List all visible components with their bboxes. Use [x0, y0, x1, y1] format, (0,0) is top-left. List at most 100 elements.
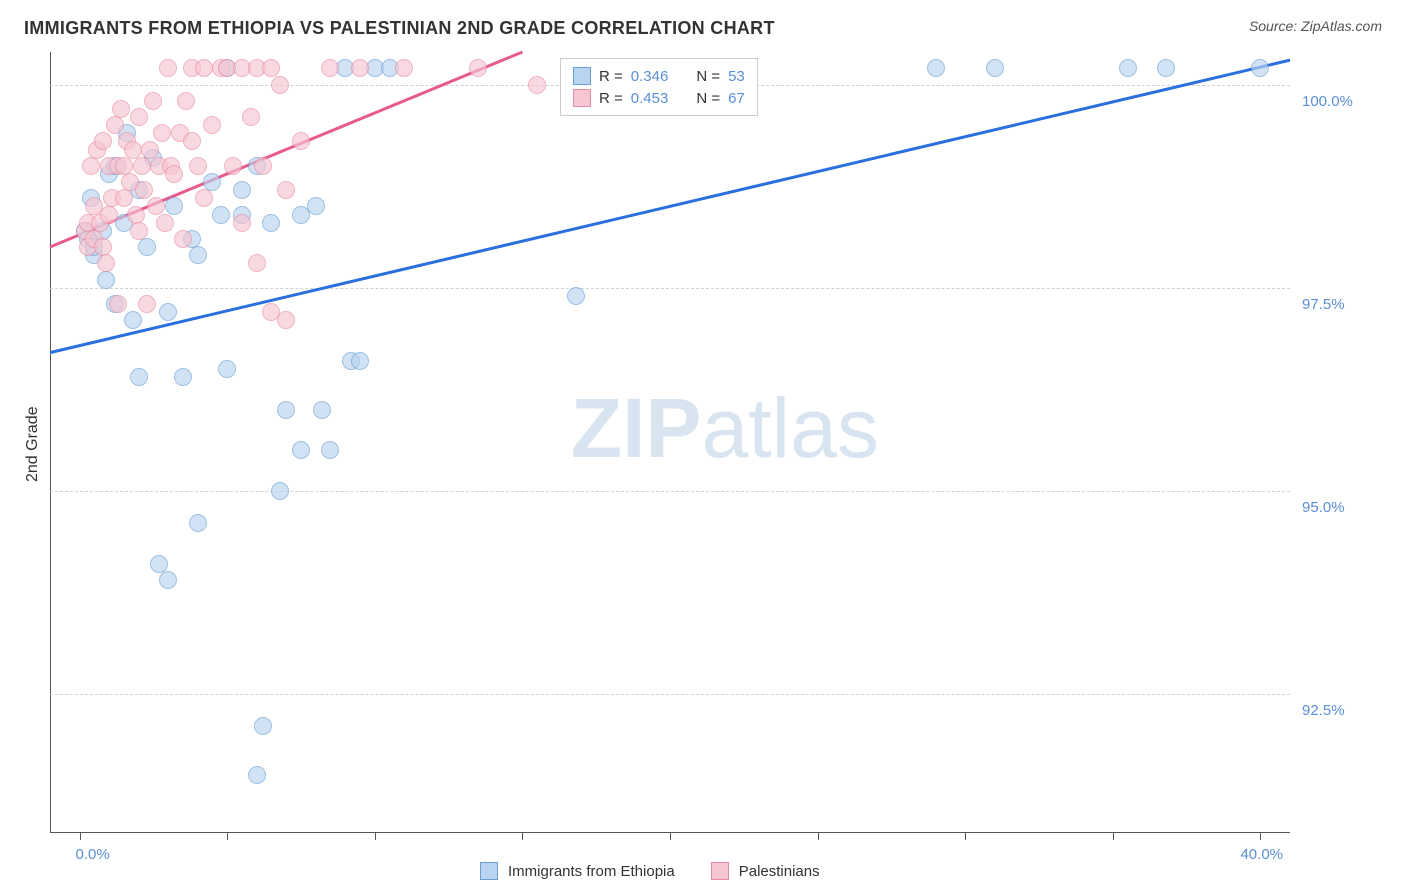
legend-r-value: 0.453	[631, 90, 669, 107]
scatter-point-ethiopia	[292, 441, 310, 459]
legend-n-value: 53	[728, 68, 745, 85]
x-tick	[375, 832, 376, 840]
scatter-point-palestinians	[112, 100, 130, 118]
scatter-point-ethiopia	[233, 181, 251, 199]
scatter-point-ethiopia	[277, 401, 295, 419]
grid-line	[50, 491, 1290, 492]
y-tick-label: 92.5%	[1302, 702, 1345, 719]
y-tick-label: 95.0%	[1302, 499, 1345, 516]
scatter-point-ethiopia	[189, 246, 207, 264]
y-axis-label: 2nd Grade	[24, 406, 42, 482]
scatter-point-ethiopia	[248, 766, 266, 784]
source-prefix: Source:	[1249, 18, 1301, 34]
series-name-ethiopia: Immigrants from Ethiopia	[508, 863, 675, 880]
series-legend: Immigrants from Ethiopia Palestinians	[480, 862, 846, 880]
scatter-point-palestinians	[109, 295, 127, 313]
x-axis-start-label: 0.0%	[76, 846, 110, 863]
scatter-point-ethiopia	[97, 271, 115, 289]
scatter-point-palestinians	[528, 76, 546, 94]
scatter-point-palestinians	[271, 76, 289, 94]
scatter-point-ethiopia	[986, 59, 1004, 77]
scatter-point-palestinians	[141, 141, 159, 159]
scatter-point-ethiopia	[165, 197, 183, 215]
x-tick	[80, 832, 81, 840]
scatter-point-palestinians	[395, 59, 413, 77]
legend-r-value: 0.346	[631, 68, 669, 85]
scatter-point-palestinians	[144, 92, 162, 110]
series-name-palestinians: Palestinians	[739, 863, 820, 880]
scatter-point-palestinians	[94, 132, 112, 150]
scatter-point-palestinians	[242, 108, 260, 126]
legend-r-label: R =	[599, 68, 623, 85]
scatter-point-palestinians	[133, 157, 151, 175]
watermark: ZIPatlas	[571, 380, 879, 477]
scatter-point-ethiopia	[254, 717, 272, 735]
scatter-point-ethiopia	[174, 368, 192, 386]
chart-title: IMMIGRANTS FROM ETHIOPIA VS PALESTINIAN …	[24, 18, 775, 39]
stats-legend-row-palestinians: R = 0.453 N = 67	[573, 87, 745, 109]
y-tick-label: 100.0%	[1302, 93, 1353, 110]
stats-legend-row-ethiopia: R =0.346N =53	[573, 65, 745, 87]
scatter-point-ethiopia	[262, 214, 280, 232]
scatter-point-ethiopia	[1157, 59, 1175, 77]
scatter-point-palestinians	[277, 181, 295, 199]
legend-swatch-icon	[573, 89, 591, 107]
source-name: ZipAtlas.com	[1301, 18, 1382, 34]
scatter-point-palestinians	[224, 157, 242, 175]
scatter-point-palestinians	[156, 214, 174, 232]
x-tick	[1260, 832, 1261, 840]
scatter-point-ethiopia	[307, 197, 325, 215]
scatter-point-palestinians	[100, 206, 118, 224]
scatter-point-palestinians	[106, 116, 124, 134]
scatter-point-palestinians	[174, 230, 192, 248]
scatter-point-ethiopia	[1119, 59, 1137, 77]
scatter-point-palestinians	[82, 157, 100, 175]
scatter-point-ethiopia	[212, 206, 230, 224]
scatter-point-palestinians	[159, 59, 177, 77]
scatter-point-ethiopia	[138, 238, 156, 256]
scatter-point-ethiopia	[130, 368, 148, 386]
scatter-point-palestinians	[127, 206, 145, 224]
grid-line	[50, 694, 1290, 695]
scatter-point-palestinians	[195, 59, 213, 77]
scatter-point-palestinians	[130, 108, 148, 126]
scatter-point-ethiopia	[189, 514, 207, 532]
x-axis-end-label: 40.0%	[1240, 846, 1283, 863]
scatter-point-ethiopia	[159, 303, 177, 321]
scatter-point-palestinians	[138, 295, 156, 313]
scatter-point-ethiopia	[218, 360, 236, 378]
scatter-point-palestinians	[195, 189, 213, 207]
legend-n-label: N =	[696, 90, 720, 107]
scatter-point-palestinians	[469, 59, 487, 77]
x-tick	[670, 832, 671, 840]
x-tick	[818, 832, 819, 840]
scatter-point-palestinians	[292, 132, 310, 150]
series-swatch-icon	[711, 862, 729, 880]
scatter-point-palestinians	[321, 59, 339, 77]
x-tick	[1113, 832, 1114, 840]
scatter-point-ethiopia	[1251, 59, 1269, 77]
scatter-point-palestinians	[130, 222, 148, 240]
x-tick	[227, 832, 228, 840]
y-axis-line	[50, 52, 51, 832]
scatter-point-palestinians	[277, 311, 295, 329]
x-tick	[522, 832, 523, 840]
scatter-point-ethiopia	[271, 482, 289, 500]
scatter-point-palestinians	[248, 254, 266, 272]
y-tick-label: 97.5%	[1302, 296, 1345, 313]
chart-header: IMMIGRANTS FROM ETHIOPIA VS PALESTINIAN …	[24, 18, 1382, 39]
scatter-point-ethiopia	[321, 441, 339, 459]
scatter-point-palestinians	[254, 157, 272, 175]
scatter-point-ethiopia	[124, 311, 142, 329]
scatter-point-palestinians	[165, 165, 183, 183]
scatter-point-ethiopia	[567, 287, 585, 305]
scatter-point-palestinians	[97, 254, 115, 272]
legend-n-value: 67	[728, 90, 745, 107]
x-tick	[965, 832, 966, 840]
scatter-point-palestinians	[135, 181, 153, 199]
series-swatch-icon	[480, 862, 498, 880]
scatter-point-palestinians	[233, 214, 251, 232]
legend-r-label: R =	[599, 90, 623, 107]
scatter-point-palestinians	[115, 189, 133, 207]
scatter-point-ethiopia	[159, 571, 177, 589]
